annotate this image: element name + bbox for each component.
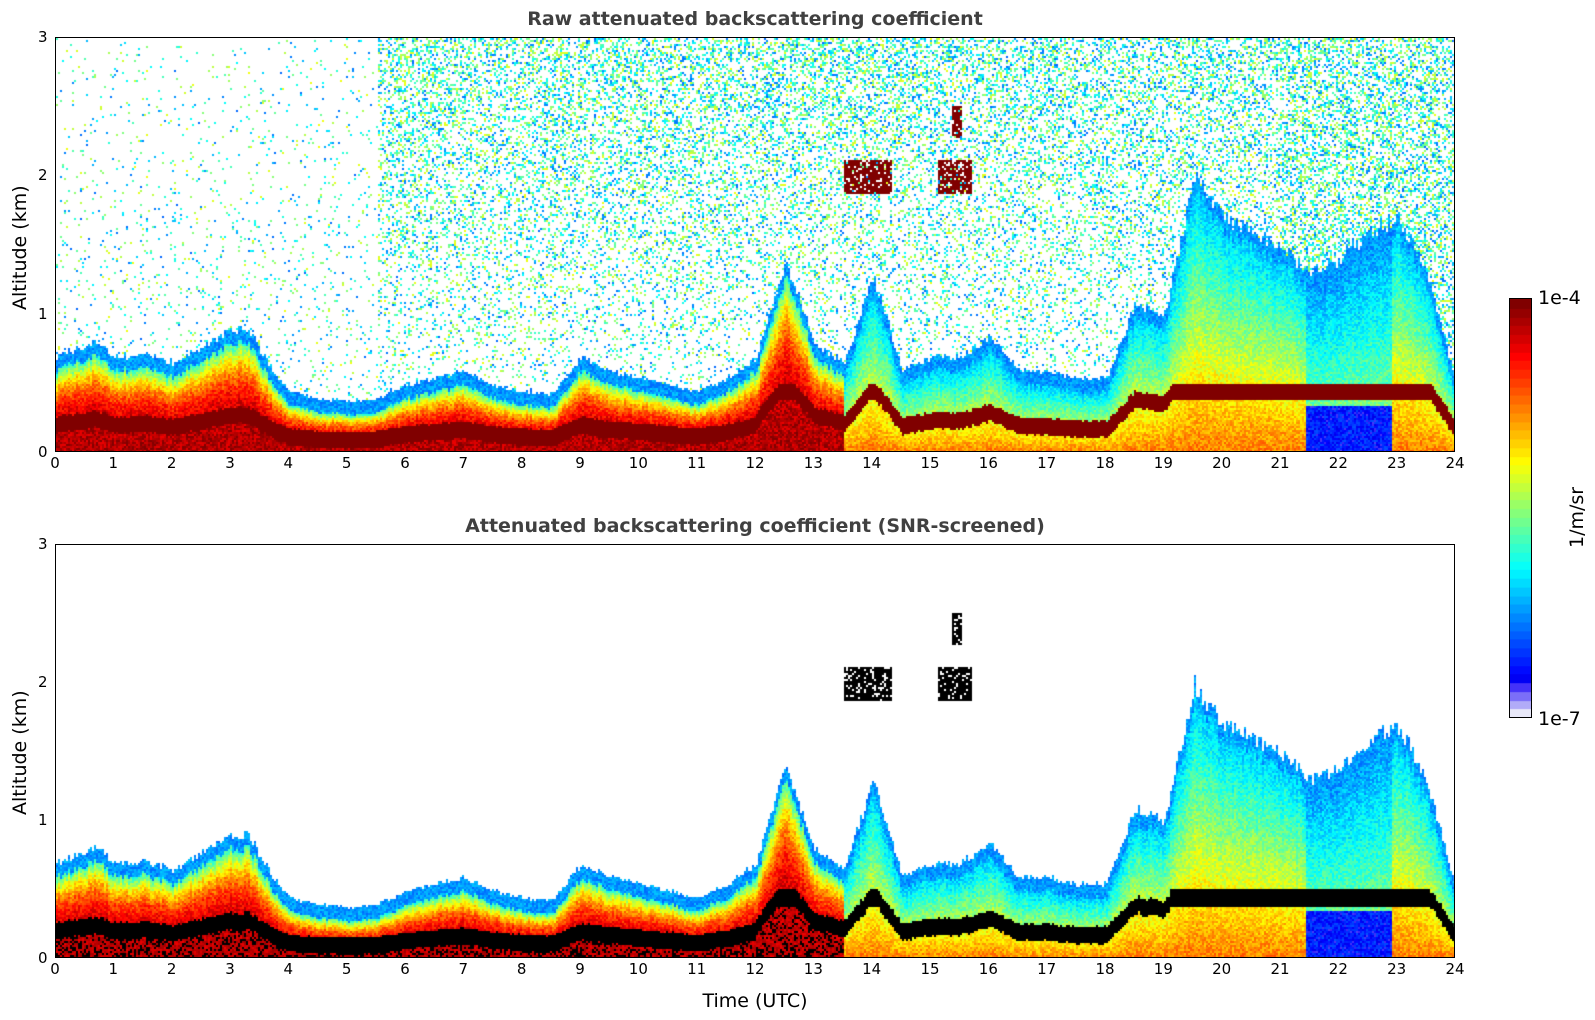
panel2-plot-area: [55, 544, 1455, 958]
panel1-xtick-12: 12: [745, 454, 765, 472]
panel2-ytick-3: 3: [38, 535, 48, 553]
colorbar: [1509, 298, 1532, 718]
panel2-xtick-2: 2: [166, 960, 177, 978]
panel2-xtick-3: 3: [225, 960, 235, 978]
panel2-xtick-20: 20: [1212, 960, 1232, 978]
panel1-heatmap: [56, 38, 1454, 451]
panel2-xtick-21: 21: [1270, 960, 1290, 978]
panel2-xtick-16: 16: [978, 960, 998, 978]
panel2-xtick-24: 24: [1445, 960, 1465, 978]
panel2-xtick-15: 15: [920, 960, 940, 978]
panel1-xtick-9: 9: [575, 454, 585, 472]
panel1-xtick-2: 2: [166, 454, 177, 472]
panel1-ylabel: Altitude (km): [9, 185, 31, 310]
panel2-xtick-5: 5: [341, 960, 352, 978]
panel2-xtick-18: 18: [1095, 960, 1115, 978]
panel2-xtick-17: 17: [1037, 960, 1057, 978]
panel1-xtick-17: 17: [1037, 454, 1057, 472]
panel2-xtick-12: 12: [745, 960, 765, 978]
panel1-xtick-6: 6: [400, 454, 410, 472]
panel2-ytick-1: 1: [38, 811, 48, 829]
panel1-xtick-21: 21: [1270, 454, 1290, 472]
panel1-xtick-18: 18: [1095, 454, 1115, 472]
panel1-xtick-1: 1: [108, 454, 119, 472]
panel1-xtick-24: 24: [1445, 454, 1465, 472]
panel2-xtick-22: 22: [1328, 960, 1348, 978]
panel2-xtick-14: 14: [862, 960, 882, 978]
panel1-plot-area: [55, 37, 1455, 452]
panel2-xtick-10: 10: [628, 960, 648, 978]
panel2-xtick-19: 19: [1153, 960, 1173, 978]
panel2-xtick-1: 1: [108, 960, 119, 978]
panel1-xtick-10: 10: [628, 454, 648, 472]
panel1-title: Raw attenuated backscattering coefficien…: [527, 8, 983, 30]
panel2-xtick-0: 0: [50, 960, 60, 978]
panel1-xtick-22: 22: [1328, 454, 1348, 472]
panel1-ytick-1: 1: [38, 304, 48, 323]
panel1-xtick-15: 15: [920, 454, 940, 472]
panel1-xtick-20: 20: [1212, 454, 1232, 472]
panel2-xtick-11: 11: [687, 960, 707, 978]
colorbar-unit-label: 1/m/sr: [1566, 486, 1588, 548]
panel2-xtick-23: 23: [1387, 960, 1407, 978]
panel1-xtick-8: 8: [516, 454, 527, 472]
panel1-xtick-5: 5: [341, 454, 352, 472]
panel1-ytick-2: 2: [38, 166, 48, 185]
panel2-ylabel: Altitude (km): [9, 690, 31, 815]
colorbar-max-label: 1e-4: [1538, 287, 1581, 309]
panel1-xtick-23: 23: [1387, 454, 1407, 472]
panel2-xtick-9: 9: [575, 960, 585, 978]
panel1-xtick-13: 13: [803, 454, 823, 472]
panel1-ytick-3: 3: [38, 28, 48, 46]
panel1-xtick-19: 19: [1153, 454, 1173, 472]
panel1-xtick-0: 0: [50, 454, 60, 472]
panel2-ytick-2: 2: [38, 673, 48, 691]
panel2-xtick-6: 6: [400, 960, 410, 978]
panel1-xtick-3: 3: [225, 454, 235, 472]
panel2-ytick-0: 0: [38, 949, 48, 967]
panel2-title: Attenuated backscattering coefficient (S…: [465, 515, 1045, 537]
panel1-xtick-7: 7: [458, 454, 469, 472]
panel1-ytick-0: 0: [38, 443, 48, 461]
panel2-xtick-4: 4: [283, 960, 294, 978]
panel2-heatmap: [56, 545, 1454, 957]
panel1-xtick-14: 14: [862, 454, 882, 472]
colorbar-min-label: 1e-7: [1538, 708, 1581, 730]
panel1-xtick-4: 4: [283, 454, 294, 472]
panel1-xtick-11: 11: [687, 454, 707, 472]
panel2-xtick-7: 7: [458, 960, 469, 978]
panel2-xtick-8: 8: [516, 960, 527, 978]
x-axis-label: Time (UTC): [702, 990, 808, 1012]
panel2-xtick-13: 13: [803, 960, 823, 978]
panel1-xtick-16: 16: [978, 454, 998, 472]
